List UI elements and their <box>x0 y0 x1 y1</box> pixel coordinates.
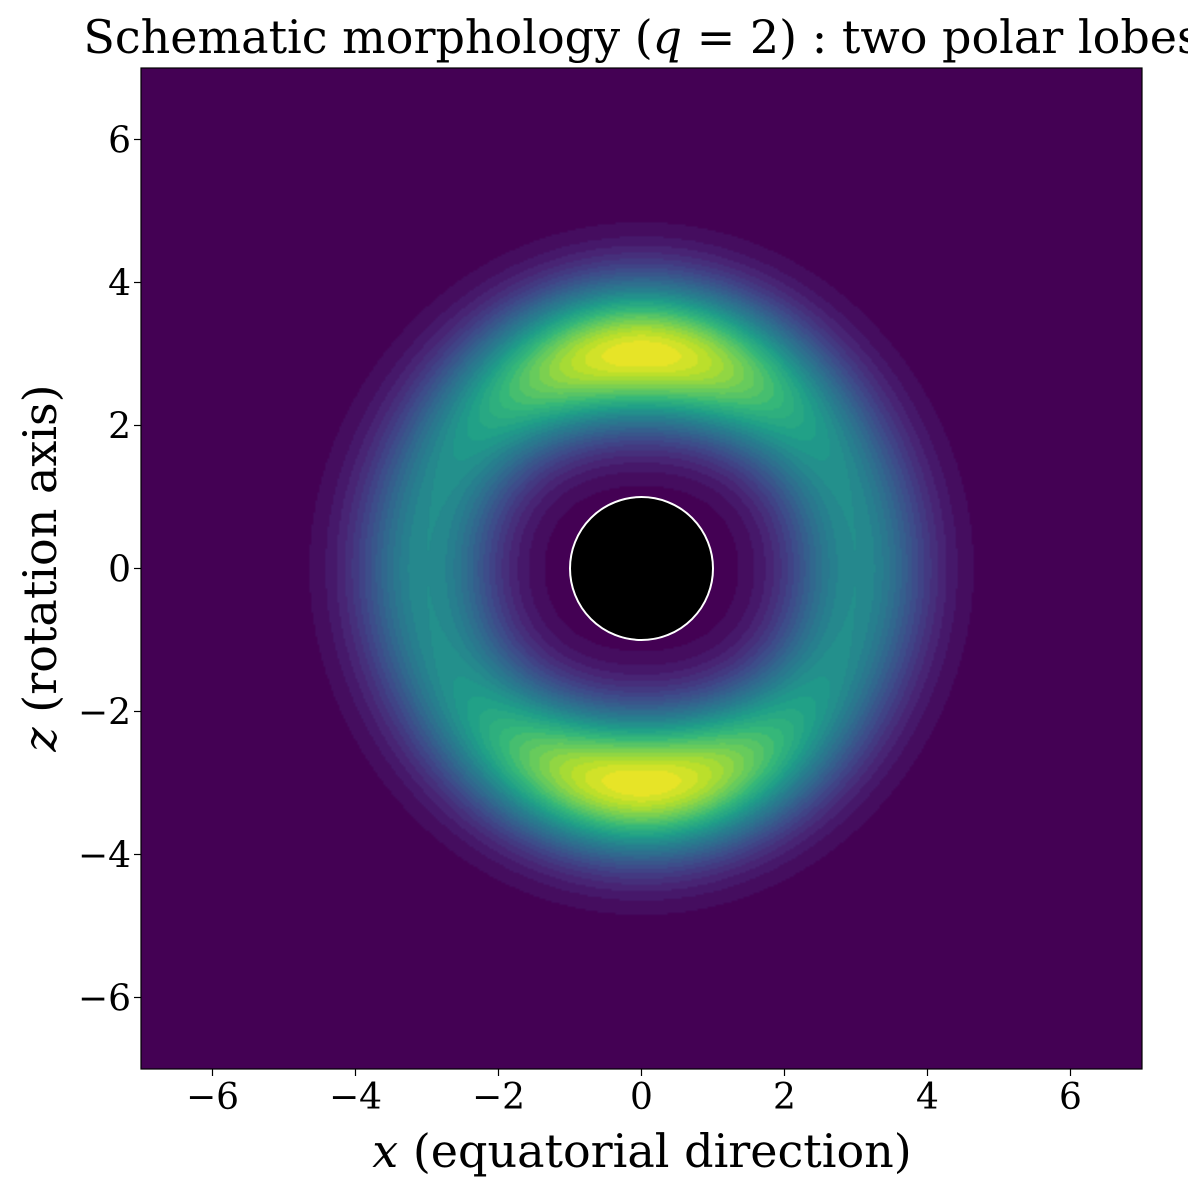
x-tick-label: 0 <box>630 1077 653 1118</box>
y-tick-label: −4 <box>78 836 131 877</box>
x-tick-label: 2 <box>773 1077 796 1118</box>
plot-area <box>140 67 1143 1070</box>
y-axis-title: z (rotation axis) <box>13 384 67 752</box>
y-tick-label: −2 <box>78 693 131 734</box>
central-disk <box>569 496 714 641</box>
y-tick-label: 2 <box>108 407 131 448</box>
x-tick-label: 4 <box>916 1077 939 1118</box>
x-axis-title: x (equatorial direction) <box>372 1124 911 1178</box>
x-tick-label: −6 <box>186 1077 239 1118</box>
y-tick-label: −6 <box>78 979 131 1020</box>
y-axis-ticks: −6 −4 −2 0 2 4 6 <box>78 121 141 1020</box>
x-tick-label: −4 <box>329 1077 382 1118</box>
y-tick-label: 0 <box>108 550 131 591</box>
chart-title: Schematic morphology (q = 2) : two polar… <box>83 10 1188 64</box>
x-tick-label: 6 <box>1059 1077 1082 1118</box>
y-tick-label: 6 <box>108 121 131 162</box>
x-axis-ticks: −6 −4 −2 0 2 4 6 <box>186 1069 1082 1118</box>
y-tick-label: 4 <box>108 264 131 305</box>
x-tick-label: −2 <box>472 1077 525 1118</box>
